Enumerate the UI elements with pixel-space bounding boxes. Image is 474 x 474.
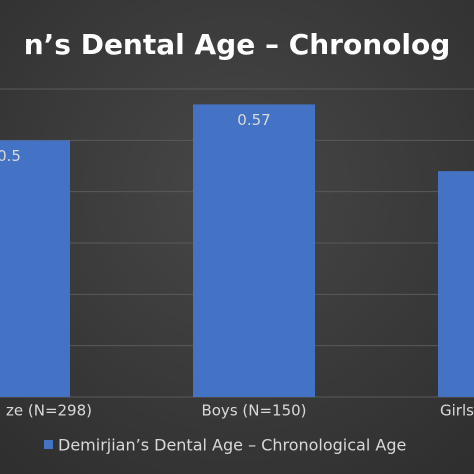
data-label: 0.57 (237, 111, 270, 129)
x-tick-label: Boys (N=150) (201, 402, 306, 420)
legend-label: Demirjian’s Dental Age – Chronological A… (58, 436, 406, 455)
bar (438, 171, 474, 397)
data-label: 0.5 (0, 147, 21, 165)
legend-swatch (44, 440, 53, 449)
x-tick-label: Girls (440, 402, 474, 420)
bar (193, 104, 315, 398)
x-tick-label: ze (N=298) (6, 402, 92, 420)
chart-title: n’s Dental Age – Chronolog (24, 28, 451, 61)
bar (0, 140, 70, 398)
